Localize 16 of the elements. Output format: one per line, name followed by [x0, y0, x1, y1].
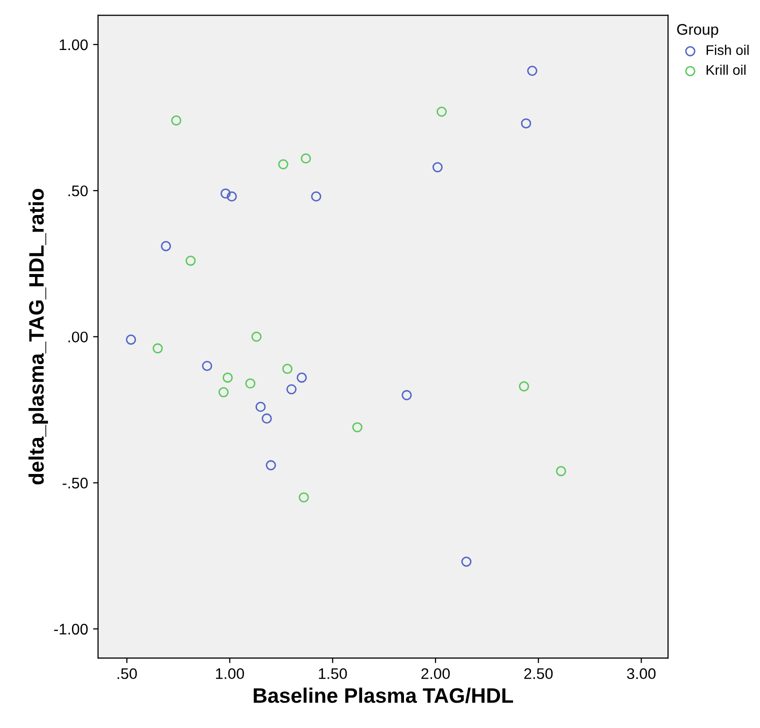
x-tick-label: 1.50: [318, 668, 347, 680]
x-tick-label: .50: [118, 668, 137, 680]
legend-label: Fish oil: [706, 44, 749, 56]
y-tick-label: .50: [68, 185, 88, 196]
legend-title: Group: [677, 24, 718, 38]
x-tick-label: 2.50: [524, 668, 553, 680]
x-axis-title: Baseline Plasma TAG/HDL: [254, 688, 514, 704]
legend-label: Krill oil: [706, 64, 746, 75]
x-tick-label: 3.00: [627, 668, 656, 680]
y-tick-label: -.50: [62, 478, 88, 488]
x-tick-label: 2.00: [421, 668, 450, 680]
y-tick-label: 1.00: [60, 39, 88, 50]
y-tick-label: -1.00: [54, 624, 88, 635]
y-tick-label: .00: [68, 332, 88, 342]
y-axis-title: delta_plasma_TAG_HDL_ratio: [28, 188, 48, 484]
x-tick-label: 1.00: [216, 668, 244, 680]
